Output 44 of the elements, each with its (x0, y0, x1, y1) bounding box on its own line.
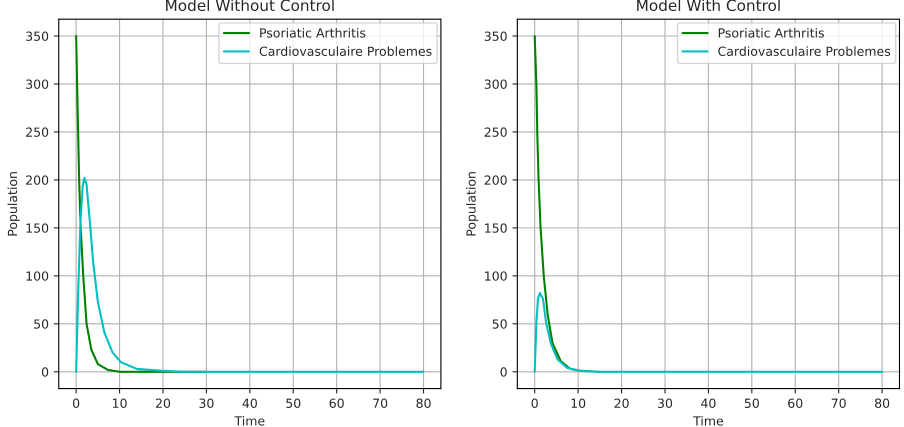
x-tick-label: 20 (614, 398, 629, 408)
x-tick-label: 30 (658, 398, 672, 408)
y-tick-label: 200 (26, 175, 48, 185)
y-tick-label: 200 (484, 175, 507, 185)
x-tick-label: 70 (373, 398, 388, 408)
line-series (75, 176, 425, 373)
y-tick-label: 100 (485, 271, 507, 281)
y-tick-label: 250 (26, 127, 48, 137)
y-tick-label: 350 (26, 31, 48, 41)
x-tick-label: 10 (572, 398, 586, 408)
y-tick-label: 250 (484, 127, 507, 137)
legend-label: Psoriatic Arthritis (718, 28, 824, 38)
x-axis-title: Time (693, 416, 724, 426)
x-tick-label: 70 (832, 398, 846, 408)
y-tick-label: 300 (484, 79, 507, 89)
x-tick-label: 80 (875, 398, 890, 408)
x-tick-label: 80 (416, 398, 431, 408)
x-tick-label: 0 (72, 398, 80, 408)
legend-label: Cardiovasculaire Problemes (718, 46, 890, 56)
line-series (534, 292, 884, 373)
y-tick-label: 150 (485, 223, 507, 233)
y-axis-title: Population (466, 172, 478, 236)
legend-label: Cardiovasculaire Problemes (260, 46, 432, 56)
x-tick-label: 50 (744, 398, 759, 408)
y-axis-title: Population (8, 172, 20, 236)
x-tick-label: 50 (286, 398, 300, 408)
x-tick-label: 60 (788, 398, 802, 408)
x-tick-label: 40 (701, 398, 716, 408)
x-tick-label: 40 (242, 398, 257, 408)
y-tick-label: 300 (26, 79, 48, 89)
x-axis-title: Time (234, 416, 264, 426)
x-tick-label: 10 (112, 398, 127, 408)
x-tick-label: 60 (330, 398, 344, 408)
x-tick-label: 20 (156, 398, 170, 408)
y-tick-label: 350 (484, 31, 507, 41)
y-tick-label: 100 (26, 271, 48, 281)
y-tick-label: 50 (492, 319, 507, 329)
y-tick-label: 0 (42, 367, 48, 377)
y-tick-label: 0 (500, 367, 507, 377)
legend-label: Psoriatic Arthritis (260, 28, 366, 38)
y-tick-label: 150 (26, 223, 48, 233)
x-tick-label: 0 (532, 398, 538, 408)
x-tick-label: 30 (199, 398, 214, 408)
y-tick-label: 50 (34, 319, 48, 329)
